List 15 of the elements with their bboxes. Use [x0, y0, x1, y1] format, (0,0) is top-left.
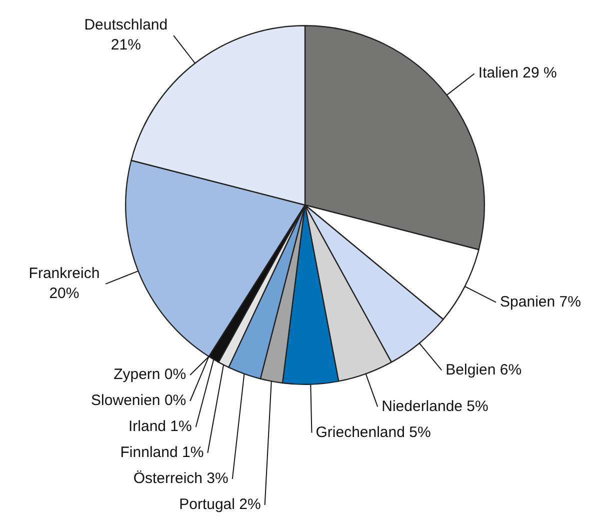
slice-label: Frankreich — [28, 265, 100, 282]
slice-label: Portugal 2% — [179, 496, 261, 514]
slice-label: Finnland 1% — [120, 444, 204, 462]
data-label: 20% — [49, 285, 80, 302]
slice-label: Belgien 6% — [446, 361, 522, 378]
slice-label: Italien 29 % — [478, 64, 557, 82]
slice-label: Deutschland — [84, 16, 168, 34]
category-label: Slowenien 0% — [91, 392, 186, 410]
slice-label: Griechenland 5% — [316, 424, 431, 441]
slice-label: Österreich 3% — [133, 470, 228, 488]
slice-label: Spanien 7% — [500, 293, 581, 310]
data-label: 21% — [110, 36, 141, 54]
slice-label: Niederlande 5% — [382, 398, 488, 415]
legend-label: Zypern 0% — [114, 366, 186, 384]
slice-label: Irland 1% — [128, 418, 192, 436]
